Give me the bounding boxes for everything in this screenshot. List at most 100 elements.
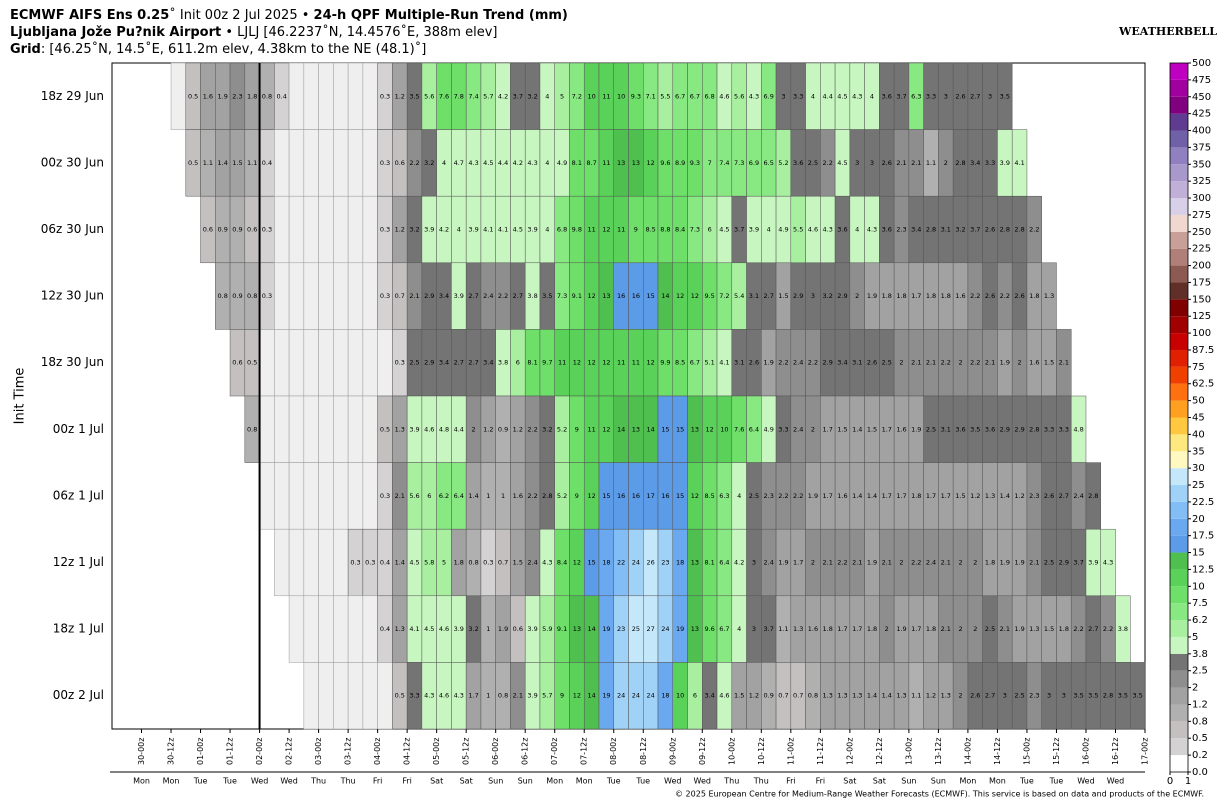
colorbar-tick-label: 20: [1192, 514, 1205, 525]
empty-cell: [288, 462, 305, 530]
cell-label: 6.4: [454, 492, 464, 500]
cell-label: 2.3: [896, 226, 906, 234]
cell-label: 0.4: [380, 625, 390, 633]
cell-label: 4: [870, 92, 874, 100]
cell-label: 12: [676, 292, 684, 300]
empty-cell: [347, 329, 364, 397]
cell-label: 7.6: [439, 92, 449, 100]
cell-label: 3: [988, 92, 992, 100]
cell-label: 1.1: [247, 159, 257, 167]
cell-label: 2.6: [749, 359, 759, 367]
colorbar-bin: [1170, 231, 1188, 249]
cell-label: 2.3: [1029, 692, 1039, 700]
colorbar-bin: [1170, 535, 1188, 553]
cell-label: 2.3: [1029, 492, 1039, 500]
empty-cell: [259, 329, 275, 397]
colorbar-x-tick-label: 1: [1185, 776, 1191, 787]
x-tick-label: 12-12z: [875, 738, 884, 765]
cell-label: 1.3: [837, 692, 847, 700]
cell-label: 5.2: [557, 492, 567, 500]
cell-label: 2.9: [837, 292, 847, 300]
cell-label: 0.3: [380, 226, 390, 234]
cell-label: 9.6: [660, 159, 670, 167]
weekday-label: Thu: [753, 777, 769, 786]
colorbar-tick-label: 500: [1192, 58, 1211, 69]
cell-label: 3: [870, 159, 874, 167]
cell-label: 3.3: [926, 92, 936, 100]
cell-label: 3.8: [498, 359, 508, 367]
empty-cell: [333, 262, 349, 330]
x-tick-label: 30-12z: [167, 738, 176, 765]
cell-label: 1.7: [852, 625, 862, 633]
colorbar-bin: [1170, 63, 1188, 80]
cell-label: 10: [720, 425, 728, 433]
cell-label: 3.7: [513, 92, 523, 100]
colorbar-tick-label: 0.2: [1192, 750, 1208, 761]
cell-label: 2.5: [409, 359, 419, 367]
weekday-label: Thu: [310, 777, 326, 786]
cell-label: 4: [545, 159, 549, 167]
cell-label: 4: [545, 226, 549, 234]
colorbar-tick-label: 350: [1192, 159, 1211, 170]
cell-label: 0.5: [247, 359, 257, 367]
cell-label: 2: [471, 425, 475, 433]
cell-label: 3.1: [941, 425, 951, 433]
cell-label: 1.7: [882, 492, 892, 500]
cell-label: 1.9: [867, 559, 877, 567]
colorbar-tick-label: 10: [1192, 581, 1205, 592]
cell-label: 1.7: [941, 492, 951, 500]
cell-label: 2: [885, 625, 889, 633]
empty-cell: [362, 662, 378, 730]
x-tick-label: 13-00z: [904, 738, 913, 765]
cell-label: 4.3: [823, 226, 833, 234]
cell-label: 2.8: [1000, 226, 1010, 234]
cell-label: 1.4: [882, 692, 892, 700]
empty-cell: [318, 462, 334, 530]
colorbar-tick-label: 30: [1192, 463, 1205, 474]
y-axis-label: Init Time: [13, 368, 28, 425]
cell-label: 1.8: [941, 292, 951, 300]
colorbar-tick-label: 12.5: [1192, 564, 1214, 575]
cell-label: 4: [442, 159, 446, 167]
cell-label: 19: [602, 692, 610, 700]
cell-label: 2.2: [941, 359, 951, 367]
cell-label: 5.6: [424, 92, 434, 100]
cell-label: 2.5: [882, 359, 892, 367]
cell-label: 6: [708, 226, 712, 234]
colorbar-bin: [1170, 299, 1188, 317]
cell-label: 6.7: [690, 359, 700, 367]
cell-label: 3.3: [793, 92, 803, 100]
cell-label: 4.5: [837, 159, 847, 167]
cell-label: 0.5: [188, 92, 198, 100]
cell-label: 2.9: [1014, 425, 1024, 433]
cell-label: 4: [737, 625, 741, 633]
cell-label: 6.4: [719, 559, 729, 567]
colorbar-tick-label: 0.0: [1192, 767, 1208, 778]
cell-label: 6.8: [704, 92, 714, 100]
cell-label: 1.6: [203, 92, 213, 100]
colorbar-bin: [1170, 468, 1188, 486]
cell-label: 3: [1003, 692, 1007, 700]
cell-label: 1.5: [1044, 359, 1054, 367]
colorbar-tick-label: 400: [1192, 126, 1211, 137]
x-tick-label: 07-00z: [550, 738, 559, 765]
x-tick-label: 16-00z: [1081, 738, 1090, 765]
cell-label: 3.4: [970, 159, 980, 167]
cell-label: 24: [632, 559, 640, 567]
cell-label: 2.1: [882, 559, 892, 567]
cell-label: 11: [602, 92, 610, 100]
cell-label: 14: [646, 425, 654, 433]
cell-label: 1.7: [823, 492, 833, 500]
row-label: 12z 30 Jun: [41, 289, 104, 303]
cell-label: 6.2: [439, 492, 449, 500]
cell-label: 0.6: [395, 159, 405, 167]
weekday-label: Sun: [901, 777, 916, 786]
cell-label: 1: [501, 492, 505, 500]
cell-label: 3.6: [882, 226, 892, 234]
cell-label: 6.7: [675, 92, 685, 100]
colorbar-tick-label: 5: [1192, 632, 1198, 643]
cell-label: 1.2: [395, 92, 405, 100]
cell-label: 1.9: [498, 625, 508, 633]
colorbar-tick-label: 15: [1192, 548, 1205, 559]
colorbar-bin: [1170, 434, 1188, 452]
